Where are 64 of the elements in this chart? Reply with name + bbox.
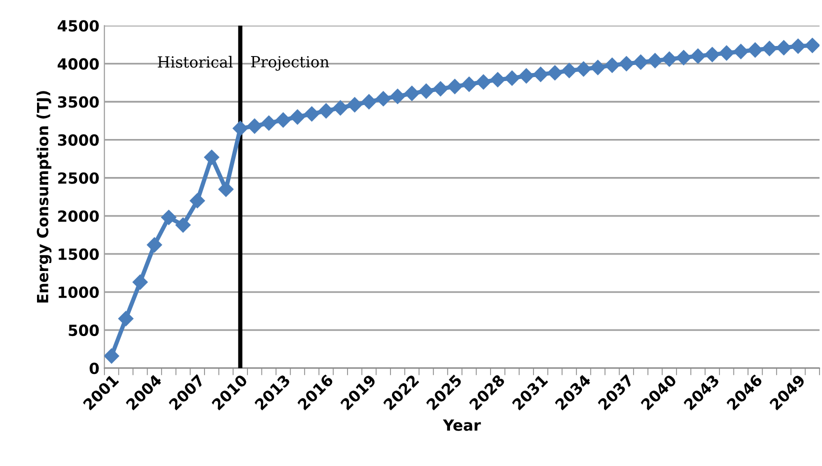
point bbox=[604, 58, 620, 73]
point bbox=[161, 210, 176, 226]
point bbox=[132, 274, 148, 290]
point bbox=[175, 217, 191, 233]
annotation: Historical bbox=[158, 56, 233, 68]
point bbox=[690, 48, 706, 64]
point bbox=[704, 46, 720, 62]
point bbox=[462, 76, 477, 92]
point bbox=[418, 84, 434, 99]
point bbox=[790, 38, 806, 54]
point bbox=[748, 42, 763, 58]
y-tick-label: 500 bbox=[68, 324, 99, 336]
point bbox=[190, 193, 205, 208]
annotation: Projection bbox=[251, 56, 330, 71]
point bbox=[476, 74, 491, 90]
point bbox=[662, 52, 677, 67]
y-tick-label: 0 bbox=[90, 362, 99, 374]
point bbox=[562, 62, 577, 78]
y-tick-label: 4000 bbox=[58, 58, 99, 70]
y-tick-label: 4500 bbox=[58, 20, 99, 32]
point bbox=[718, 45, 734, 61]
point bbox=[318, 103, 334, 118]
point bbox=[118, 311, 134, 326]
y-axis-title: Energy Consumption (TJ) bbox=[36, 91, 52, 303]
point bbox=[504, 70, 520, 86]
point bbox=[290, 109, 306, 125]
point bbox=[390, 88, 406, 104]
point bbox=[733, 44, 748, 60]
point bbox=[762, 40, 778, 56]
point bbox=[547, 65, 562, 80]
y-tick-label: 3000 bbox=[58, 134, 99, 146]
point bbox=[247, 118, 262, 134]
point bbox=[218, 182, 234, 197]
point bbox=[104, 348, 120, 364]
point bbox=[804, 38, 820, 53]
point bbox=[447, 78, 462, 94]
point bbox=[518, 68, 534, 84]
point bbox=[490, 72, 506, 88]
point bbox=[347, 97, 362, 112]
point bbox=[776, 40, 792, 56]
point bbox=[146, 237, 162, 252]
point bbox=[376, 91, 391, 106]
x-axis-title: Year bbox=[442, 420, 481, 431]
point bbox=[361, 94, 377, 110]
point bbox=[304, 106, 320, 122]
point bbox=[590, 60, 606, 76]
point bbox=[533, 66, 548, 82]
point bbox=[204, 150, 220, 165]
y-tick-label: 1500 bbox=[58, 248, 99, 260]
point bbox=[232, 120, 248, 136]
point bbox=[647, 53, 663, 68]
point bbox=[576, 61, 592, 77]
y-tick-label: 1000 bbox=[58, 286, 99, 298]
point bbox=[633, 54, 648, 70]
y-tick-label: 2000 bbox=[58, 210, 99, 222]
y-tick-label: 2500 bbox=[58, 172, 99, 184]
point bbox=[676, 50, 692, 66]
y-tick-label: 3500 bbox=[58, 96, 99, 108]
point bbox=[404, 86, 420, 101]
point bbox=[618, 56, 634, 72]
point bbox=[261, 115, 276, 131]
point bbox=[432, 81, 448, 96]
point bbox=[276, 112, 291, 128]
point bbox=[332, 100, 348, 116]
